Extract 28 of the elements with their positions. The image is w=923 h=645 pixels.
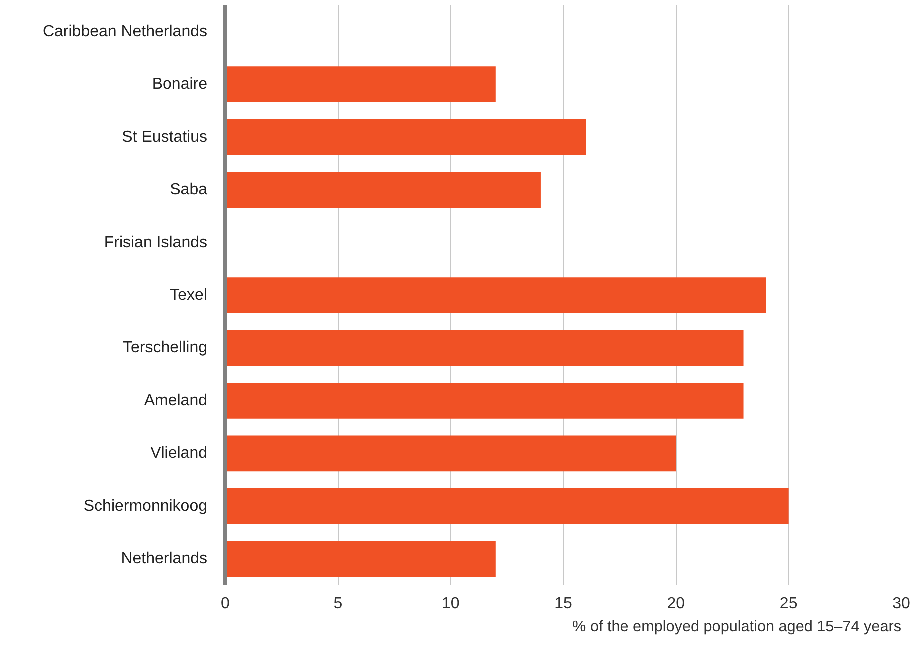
bar [226, 119, 586, 156]
bar [226, 436, 676, 472]
y-tick-label: Vlieland [150, 445, 208, 462]
x-tick-label: 10 [442, 596, 460, 612]
y-tick-label: Texel [170, 287, 208, 304]
bar [226, 541, 496, 578]
x-tick-label: 0 [221, 596, 230, 612]
y-tick-label: Schiermonnikoog [84, 498, 208, 515]
x-tick-label: 15 [554, 596, 572, 612]
y-tick-label: Bonaire [152, 76, 208, 94]
x-tick-label: 25 [780, 596, 798, 612]
y-tick-label: Saba [170, 182, 208, 199]
y-tick-label: Frisian Islands [104, 234, 208, 252]
x-axis-title: % of the employed population aged 15–74 years [572, 618, 902, 636]
bar [226, 278, 766, 314]
x-tick-label: 30 [892, 596, 910, 612]
y-tick-label: Netherlands [121, 550, 208, 568]
bar [226, 172, 541, 208]
x-tick-label: 5 [334, 596, 343, 612]
bar [226, 488, 789, 524]
y-tick-label: Ameland [144, 392, 208, 410]
y-tick-label: Terschelling [123, 340, 208, 357]
bar [226, 383, 744, 419]
y-tick-label: St Eustatius [122, 128, 208, 146]
bar [226, 330, 744, 366]
x-tick-label: 20 [667, 596, 686, 612]
y-tick-label: Caribbean Netherlands [42, 23, 208, 40]
bar [226, 66, 496, 103]
